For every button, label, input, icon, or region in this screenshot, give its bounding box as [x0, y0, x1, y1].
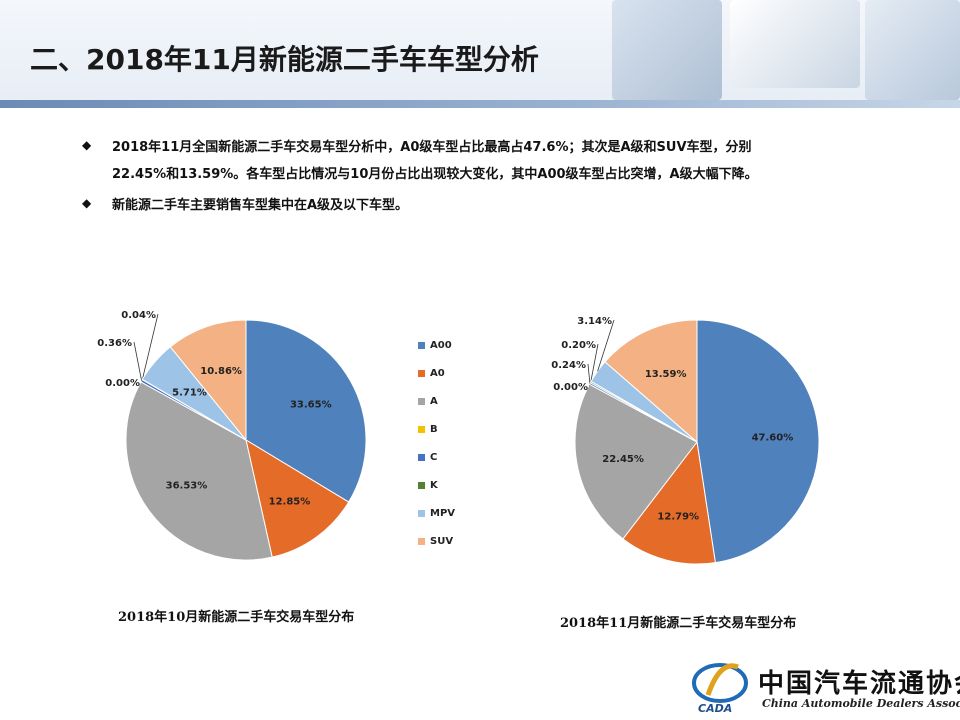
slice-label-a: 22.45%: [602, 454, 644, 465]
leader-line-k: [590, 343, 599, 383]
legend-label: SUV: [430, 536, 454, 547]
legend-label: K: [430, 480, 438, 491]
slice-label-mpv: 5.71%: [172, 388, 207, 399]
page-title: 二、2018年11月新能源二手车车型分析: [30, 43, 539, 76]
header-banner: [0, 0, 960, 108]
leader-line-mpv: [597, 319, 615, 372]
bullet-1-line-2: 22.45%和13.59%。各车型占比情况与10月份占比出现较大变化，其中A00…: [112, 167, 758, 182]
pie-slice-a0: [245, 438, 350, 558]
leader-line-c: [133, 341, 143, 381]
cada-logo: CADA 中国汽车流通协会 China Automobile Dealers A…: [690, 655, 960, 717]
bullet-1: ◆ 2018年11月全国新能源二手车交易车型分析中，A0级车型占比最高占47.6…: [82, 136, 902, 182]
leader-line-k: [141, 313, 159, 380]
pie-slice-a0: [622, 440, 716, 565]
chart-caption-october: 2018年10月新能源二手车交易车型分布: [118, 610, 355, 625]
slice-label-b: 0.00%: [553, 382, 588, 393]
bullet-diamond-icon: ◆: [82, 196, 92, 210]
legend-label: A00: [430, 340, 452, 351]
logo-chinese-name: 中国汽车流通协会: [758, 669, 960, 699]
slice-label-a00: 47.60%: [752, 432, 794, 443]
legend-swatch: [418, 538, 425, 545]
legend-swatch: [418, 482, 425, 489]
pie-slice-a00: [696, 319, 820, 564]
slice-label-suv: 10.86%: [200, 366, 242, 377]
slice-label-b: 0.00%: [105, 378, 140, 389]
pie-slice-a00: [245, 319, 367, 503]
decor-cube: [730, 0, 860, 88]
slice-label-a: 36.53%: [166, 481, 208, 492]
slice-label-suv: 13.59%: [645, 369, 687, 380]
slice-label-a0: 12.79%: [657, 511, 699, 522]
slice-label-c: 0.24%: [551, 360, 586, 371]
legend-label: MPV: [430, 508, 456, 519]
logo-mark: CADA: [698, 702, 732, 715]
slice-label-a00: 33.65%: [290, 399, 332, 410]
legend-swatch: [418, 398, 425, 405]
bullet-1-line-1: 2018年11月全国新能源二手车交易车型分析中，A0级车型占比最高占47.6%；…: [112, 140, 752, 155]
logo-english-name: China Automobile Dealers Association: [762, 697, 960, 710]
legend-swatch: [418, 454, 425, 461]
bullet-diamond-icon: ◆: [82, 138, 92, 152]
slice-label-k: 0.20%: [561, 340, 596, 351]
legend-label: B: [430, 424, 438, 435]
legend-swatch: [418, 342, 425, 349]
slice-label-k: 0.04%: [121, 310, 156, 321]
pie-chart-november: 47.60% 12.79% 22.45% 0.00% 0.24% 0.20% 3.14% 13…: [551, 316, 820, 565]
bullet-2: ◆ 新能源二手车主要销售车型集中在A级及以下车型。: [82, 194, 902, 214]
leader-line-c: [587, 363, 591, 384]
header-band: [0, 100, 960, 108]
legend-swatch: [418, 510, 425, 517]
legend-swatch: [418, 426, 425, 433]
pie-slice-a: [125, 381, 273, 561]
bullet-2-line-1: 新能源二手车主要销售车型集中在A级及以下车型。: [112, 198, 409, 213]
chart-caption-november: 2018年11月新能源二手车交易车型分布: [560, 616, 797, 631]
pie-slice-suv: [169, 319, 247, 442]
slice-label-c: 0.36%: [97, 338, 132, 349]
decor-cube: [865, 0, 960, 100]
decor-cube: [612, 0, 722, 100]
legend-label: A: [430, 396, 438, 407]
pie-slice-suv: [604, 319, 698, 444]
legend-label: A0: [430, 368, 445, 379]
cada-emblem-icon: CADA: [692, 663, 748, 715]
slice-label-mpv: 3.14%: [577, 316, 612, 327]
pie-slice-a: [574, 383, 698, 540]
slice-label-a0: 12.85%: [269, 496, 311, 507]
pie-chart-october: 33.65% 12.85% 36.53% 0.00% 0.36% 0.04% 5.71% 10…: [97, 310, 367, 561]
legend-swatch: [418, 370, 425, 377]
legend-label: C: [430, 452, 438, 463]
